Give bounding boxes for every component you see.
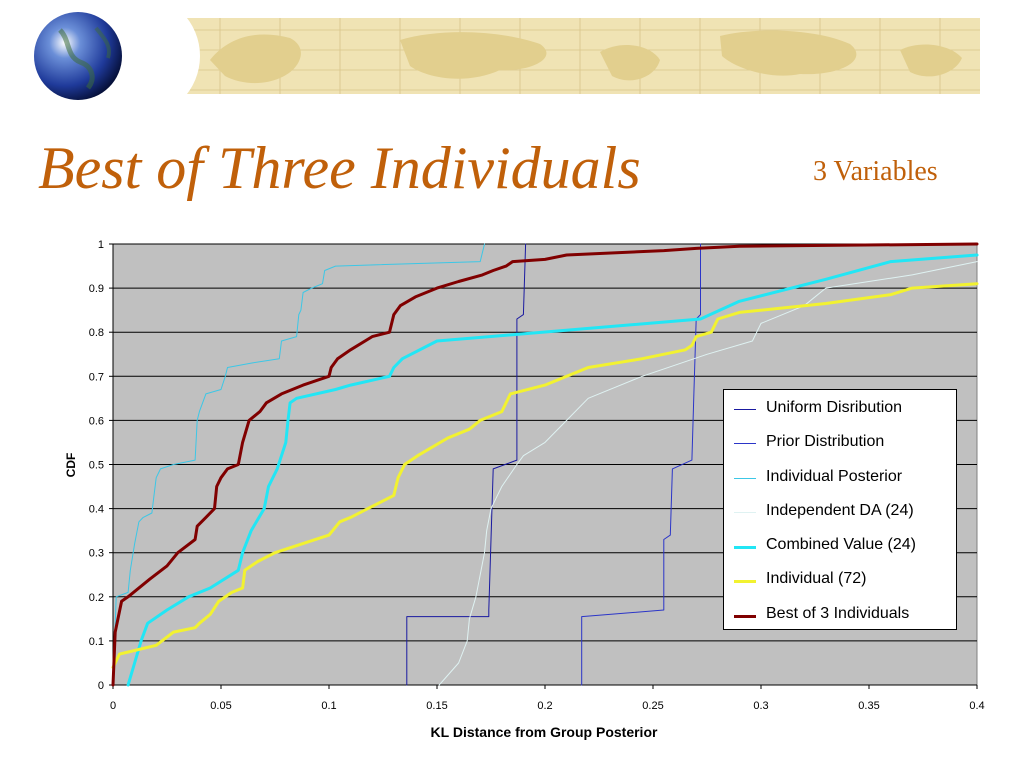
y-tick-label: 1 [98,239,104,251]
legend-item: Individual Posterior [724,462,956,496]
world-map-icon [138,18,980,94]
y-tick-label: 0.4 [89,504,104,516]
y-tick-label: 0.8 [89,327,104,339]
x-axis-title: KL Distance from Group Posterior [431,724,658,740]
x-tick-label: 0 [110,700,116,712]
legend-label: Uniform Disribution [766,399,903,416]
x-tick-label: 0.4 [969,700,984,712]
y-tick-label: 0 [98,680,104,692]
x-tick-label: 0.25 [642,700,663,712]
x-tick-label: 0.35 [858,700,879,712]
y-tick-label: 0.1 [89,636,104,648]
x-tick-label: 0.05 [210,700,231,712]
legend-swatch [734,614,756,618]
series-line-2 [581,243,701,686]
legend-label: Individual (72) [766,570,867,588]
legend-label: Combined Value (24) [766,536,917,554]
legend-item: Combined Value (24) [724,530,956,564]
x-tick-label: 0.1 [321,700,336,712]
series-line-7 [111,242,979,687]
legend-label: Prior Distribution [766,433,885,451]
legend-item: Uniform Disribution [724,393,956,427]
y-tick-label: 0.9 [89,283,104,295]
legend-item: Independent DA (24) [724,496,956,530]
series-line-5 [126,253,979,687]
legend-swatch [734,409,756,410]
globe-icon [34,12,122,100]
chart-legend: Uniform Disribution Prior Distribution Ind… [723,389,957,630]
legend-label: Independent DA (24) [766,501,914,519]
y-tick-label: 0.3 [89,548,104,560]
header-banner [34,0,980,100]
legend-swatch [734,580,756,584]
legend-swatch [734,511,756,513]
series-line-6 [111,282,979,669]
y-axis-title: CDF [64,453,78,478]
y-tick-label: 0.6 [89,415,104,427]
slide-title: Best of Three Individuals [38,135,641,201]
legend-label: Individual Posterior [766,467,903,485]
y-tick-label: 0.2 [89,592,104,604]
slide-subtitle: 3 Variables [813,156,938,187]
y-tick-label: 0.5 [89,460,104,472]
legend-swatch [734,443,756,445]
series-line-1 [406,243,527,686]
legend-label: Best of 3 Individuals [766,604,910,622]
y-tick-label: 0.7 [89,371,104,383]
series-line-4 [438,261,978,686]
legend-swatch [734,546,756,550]
series-line-3 [112,243,485,686]
legend-swatch [734,477,756,479]
x-tick-label: 0.2 [537,700,552,712]
legend-item: Prior Distribution [724,427,956,461]
x-tick-label: 0.3 [753,700,768,712]
legend-item: Individual (72) [724,564,956,598]
x-tick-label: 0.15 [426,700,447,712]
legend-item: Best of 3 Individuals [724,599,956,633]
